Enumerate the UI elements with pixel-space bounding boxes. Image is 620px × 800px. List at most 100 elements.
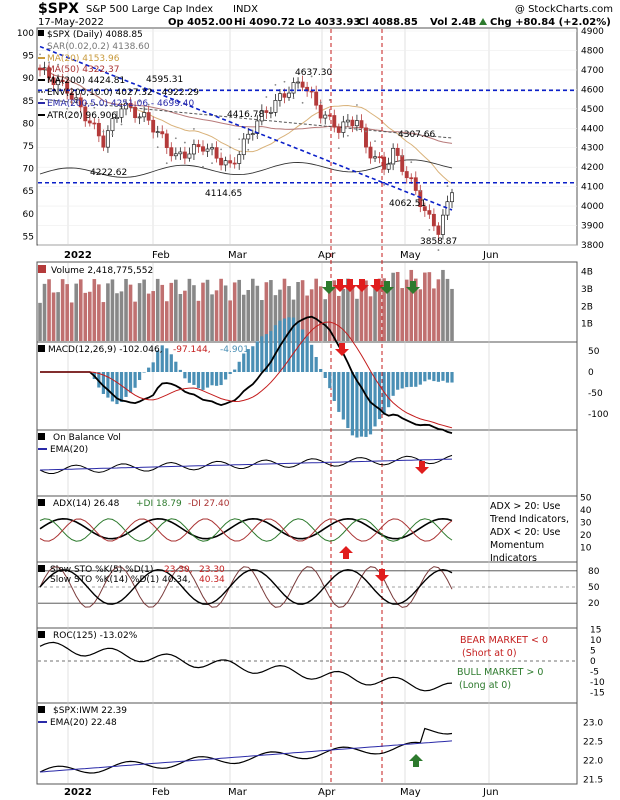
x-month-jun-top: Jun [482,250,499,261]
macd-histogram-bar [391,372,395,396]
volume-bar [273,295,278,341]
macd-histogram-bar [332,372,336,402]
macd-histogram-bar [214,372,219,386]
sar-dot [383,183,385,186]
macd-axis-label: -100 [588,410,609,420]
sar-dot [256,135,259,138]
candle-body [364,127,368,148]
candle-body [409,177,414,180]
volume-signal-arrow [380,281,394,294]
volume-bar [164,301,169,341]
roc-axis-label: -15 [590,689,605,699]
legend-swatch-macd [38,345,45,352]
atr-axis-label: 55 [23,232,34,242]
candle-body [51,77,56,86]
price-axis-label: 4100 [581,183,604,193]
macd-histogram-bar [201,372,205,390]
sar-dot [39,53,41,56]
atr-axis-label: 100 [17,29,34,39]
volume-bar [264,282,269,341]
close-label: Cl 4088.85 [358,17,418,28]
legend-mdi: -DI 27.40 [188,499,230,509]
volume-bar [359,281,364,341]
candle-body [382,156,387,170]
macd-histogram-bar [128,372,133,393]
candle-body [191,144,196,155]
volume-bar [309,289,314,341]
legend-ratio: $SPX:IWM 22.39 [53,706,127,716]
ma50-line [39,68,453,144]
candle-body [78,97,83,108]
volume-bar [241,294,246,341]
macd-histogram-bar [310,344,314,372]
candle-body [440,214,445,235]
candle-body [65,81,70,94]
macd-histogram-bar [323,372,327,378]
volume-bar [187,278,192,341]
volume-bar [115,293,119,341]
candle-body [124,102,128,110]
legend-adx: ADX(14) 26.48 [53,499,120,509]
legend-ma200: MA(200) 4424.81 [47,76,125,86]
legend-sto14: Slow STO %K(14) %D(1) 40.34, [50,575,191,585]
candle-body [300,81,305,88]
volume-bar [174,279,178,341]
macd-histogram-bar [450,372,454,383]
legend-sto5-k: 23.30, [164,565,193,575]
macd-histogram-bar [291,317,296,372]
candle-body [115,117,119,119]
macd-histogram-bar [341,372,345,420]
candle-body [164,133,169,148]
volume-bar [223,285,228,341]
price-axis-label: 4400 [581,124,604,134]
volume-bar [400,288,404,341]
candle-body [142,112,147,118]
macd-histogram-bar [382,372,386,415]
macd-histogram-bar [224,372,228,380]
volume-bar [106,283,110,341]
bull-note-1: BULL MARKET > 0 [457,667,543,678]
candle-body [96,122,101,137]
macd-histogram-bar [314,356,318,372]
bull-note-2: (Long at 0) [459,680,511,691]
candle-body [309,90,314,93]
macd-histogram-bar [387,372,391,408]
sar-dot [310,75,313,78]
adx-axis-label: 10 [580,544,592,554]
price-legend: $SPX (Daily) 4088.85 SAR(0.02,0.2) 4138.… [38,30,199,121]
candle-body [69,92,74,100]
macd-histogram-bar [445,372,450,383]
volume-signal-arrow [343,279,357,292]
volume-bar [92,279,97,341]
x-month-may-bottom: May [400,787,421,798]
macd-histogram-bar [138,372,142,381]
sar-dot [428,228,431,231]
adx-axis-label: 30 [580,519,592,529]
sar-dot [183,141,186,144]
macd-histogram-bar [355,372,359,438]
volume-bar [418,289,423,341]
candle-body [219,157,224,166]
candle-body [74,97,79,100]
volume-bar [386,289,391,341]
volume-bar [51,292,56,341]
volume-bar [377,278,382,341]
volume-bar [97,284,101,341]
volume-bar [74,283,79,341]
candle-body [350,119,355,127]
sar-dot [66,107,69,110]
volume-bar [250,278,255,341]
annotation-3858: 3858.87 [420,237,457,247]
volume-bar [237,279,242,341]
legend-price: $SPX (Daily) 4088.85 [47,30,143,40]
trendline [39,45,453,211]
sar-dot [328,99,331,101]
sar-dot [401,155,404,157]
x-month-mar-bottom: Mar [228,787,248,798]
candle-body [187,153,192,159]
ratio-axis-label: 22.5 [583,738,603,748]
sto-axis-label: 20 [588,599,600,609]
volume-bar [137,283,142,341]
volume-axis-label: 4B [581,268,593,278]
roc-axis-label: -10 [590,678,605,688]
